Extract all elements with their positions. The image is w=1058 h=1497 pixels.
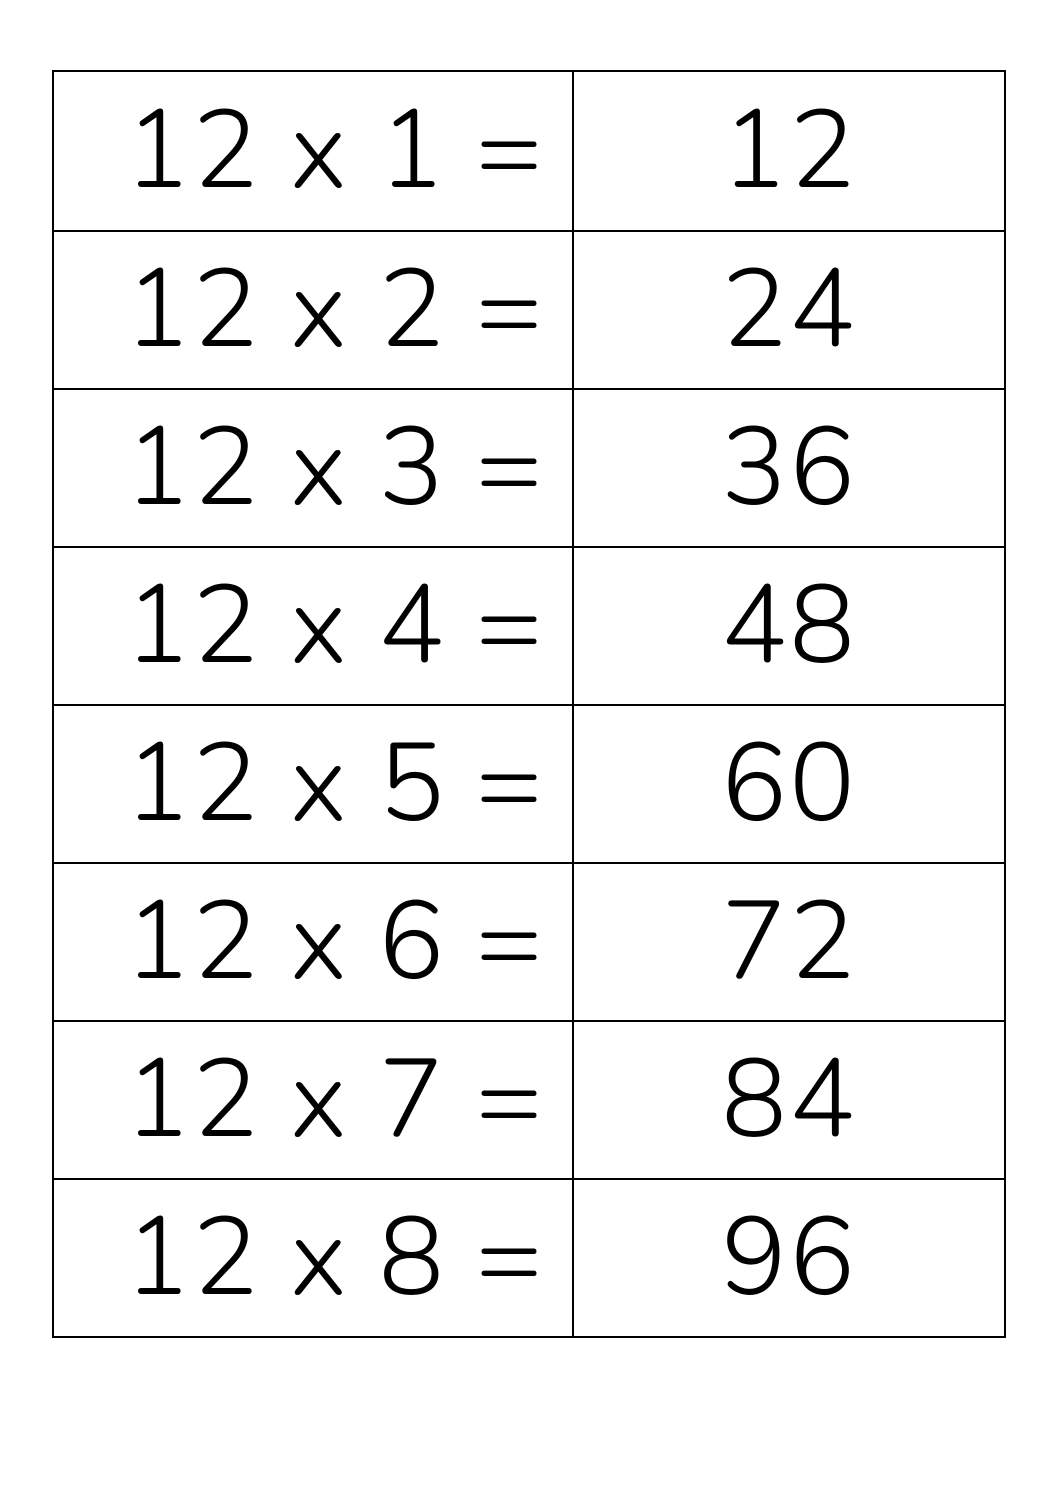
table-row: 12 x 2 = 24 (54, 230, 1004, 388)
table-row: 12 x 7 = 84 (54, 1020, 1004, 1178)
expression-cell: 12 x 3 = (54, 390, 574, 546)
answer-cell: 48 (574, 548, 1004, 704)
table-row: 12 x 6 = 72 (54, 862, 1004, 1020)
expression-cell: 12 x 2 = (54, 232, 574, 388)
answer-cell: 72 (574, 864, 1004, 1020)
answer-cell: 60 (574, 706, 1004, 862)
answer-cell: 84 (574, 1022, 1004, 1178)
expression-cell: 12 x 1 = (54, 72, 574, 230)
answer-cell: 24 (574, 232, 1004, 388)
table-row: 12 x 4 = 48 (54, 546, 1004, 704)
table-row: 12 x 3 = 36 (54, 388, 1004, 546)
expression-cell: 12 x 7 = (54, 1022, 574, 1178)
multiplication-table: 12 x 1 = 12 12 x 2 = 24 12 x 3 = 36 12 x… (52, 70, 1006, 1338)
expression-cell: 12 x 8 = (54, 1180, 574, 1336)
answer-cell: 96 (574, 1180, 1004, 1336)
table-row: 12 x 5 = 60 (54, 704, 1004, 862)
expression-cell: 12 x 5 = (54, 706, 574, 862)
answer-cell: 36 (574, 390, 1004, 546)
table-row: 12 x 8 = 96 (54, 1178, 1004, 1336)
answer-cell: 12 (574, 72, 1004, 230)
table-row: 12 x 1 = 12 (54, 72, 1004, 230)
expression-cell: 12 x 4 = (54, 548, 574, 704)
expression-cell: 12 x 6 = (54, 864, 574, 1020)
